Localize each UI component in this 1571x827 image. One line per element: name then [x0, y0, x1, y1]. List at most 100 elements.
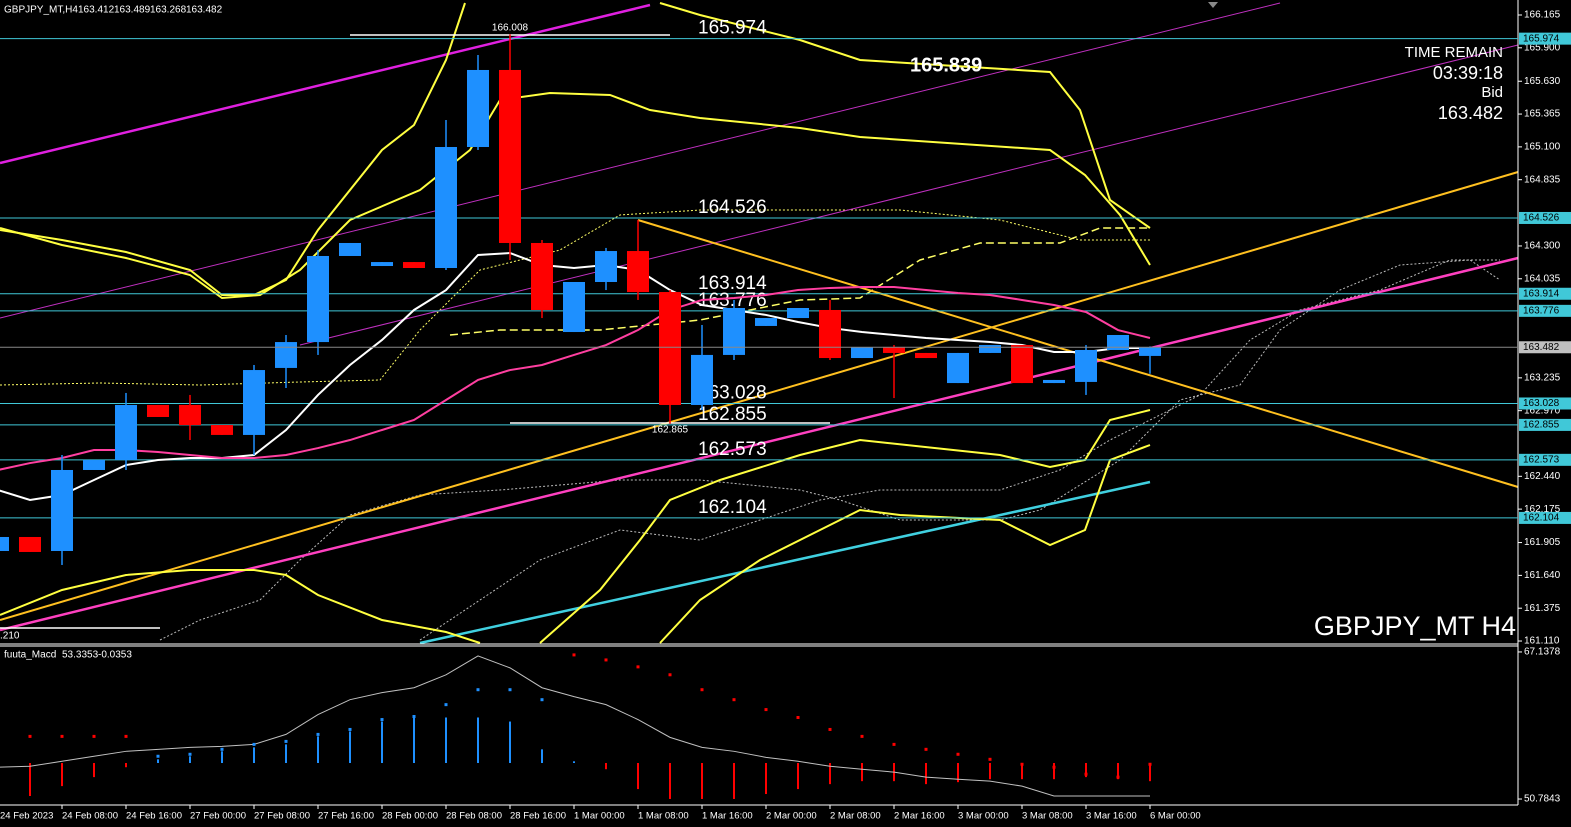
chart-title: GBPJPY_MT,H4 [4, 5, 78, 16]
x-tick-label: 24 Feb 16:00 [126, 811, 182, 822]
macd-signal-dot [956, 752, 960, 756]
macd-signal-dot [988, 757, 992, 761]
bottom-annotation: .210 [0, 631, 20, 642]
candle-body [659, 292, 681, 405]
time-remain: 03:39:18 [1433, 63, 1503, 83]
macd-signal-dot [476, 688, 480, 692]
macd-signal-dot [572, 653, 576, 657]
moving-average [0, 252, 1150, 501]
macd-signal-dot [668, 673, 672, 677]
band-upper [659, 2, 1151, 229]
candle-body [115, 404, 137, 460]
candle-body [1011, 345, 1033, 384]
trend-line [419, 480, 1151, 645]
macd-signal-dot [732, 698, 736, 702]
ohlc-open: 163.412 [78, 5, 115, 16]
macd-signal-dot [92, 734, 96, 738]
x-tick-label: 1 Mar 00:00 [574, 811, 625, 822]
candle-body [243, 370, 265, 435]
macd-signal-dot [700, 688, 704, 692]
x-tick-label: 1 Mar 16:00 [702, 811, 753, 822]
x-tick-label: 27 Feb 00:00 [190, 811, 246, 822]
x-tick-label: 6 Mar 00:00 [1150, 811, 1201, 822]
macd-signal-dot [1020, 762, 1024, 766]
x-tick-label: 24 Feb 2023 [0, 811, 53, 822]
level-tag [1519, 418, 1571, 431]
level-tag-label: 163.914 [1523, 288, 1560, 299]
macd-signal-dot [508, 688, 512, 692]
band-lower [0, 569, 481, 644]
level-tag-label: 163.028 [1523, 398, 1560, 409]
ohlc-high: 163.489 [114, 5, 151, 16]
x-tick-label: 27 Feb 16:00 [318, 811, 374, 822]
candle-body [563, 281, 585, 333]
macd-value: -0.0353 [98, 650, 132, 661]
x-tick-label: 3 Mar 00:00 [958, 811, 1009, 822]
candle-body [1139, 347, 1161, 356]
macd-signal-dot [220, 747, 224, 751]
x-tick-label: 27 Feb 08:00 [254, 811, 310, 822]
macd-signal-dot [860, 734, 864, 738]
candle-body [883, 347, 905, 353]
macd-signal-dot [1116, 775, 1120, 779]
macd-signal-dot [1148, 762, 1152, 766]
y-tick-label: 162.175 [1524, 504, 1561, 515]
level-label: 162.855 [698, 404, 767, 425]
level-label: 163.776 [698, 290, 767, 311]
y-tick-label: 161.375 [1524, 603, 1561, 614]
candle-body [627, 251, 649, 293]
moving-average [0, 285, 1151, 471]
candle-body [947, 352, 969, 384]
bid-tag-label: 163.482 [1523, 342, 1560, 353]
y-tick-label: 165.365 [1524, 109, 1561, 120]
candle-body [499, 69, 521, 243]
y-tick-label: 164.035 [1524, 273, 1561, 284]
candle-body [755, 318, 777, 326]
candle-body [371, 262, 393, 267]
candle-body [819, 309, 841, 359]
macd-signal-dot [348, 727, 352, 731]
candle-body [51, 469, 73, 551]
macd-signal-dot [188, 752, 192, 756]
level-tag-label: 164.526 [1523, 213, 1560, 224]
watermark: GBPJPY_MT H4 [1314, 611, 1516, 641]
cloud-line [419, 259, 1500, 641]
channel-line [0, 256, 1519, 632]
y-tick-label: 162.970 [1524, 405, 1561, 416]
level-label: 162.104 [698, 497, 767, 518]
channel-line [0, 3, 651, 165]
macd-signal-dot [604, 658, 608, 662]
x-tick-label: 2 Mar 16:00 [894, 811, 945, 822]
candle-body [19, 536, 41, 552]
x-tick-label: 28 Feb 08:00 [446, 811, 502, 822]
low-label: 162.865 [652, 425, 689, 436]
macd-signal-dot [156, 754, 160, 758]
candle-body [467, 69, 489, 148]
ohlc-low: 163.268 [150, 5, 187, 16]
x-tick-label: 24 Feb 08:00 [62, 811, 118, 822]
y-tick-label: 166.165 [1524, 10, 1561, 21]
macd-signal-dot [124, 734, 128, 738]
candle-body [83, 459, 105, 470]
candle-body [915, 352, 937, 359]
x-tick-label: 1 Mar 08:00 [638, 811, 689, 822]
level-tag-label: 162.573 [1523, 454, 1560, 465]
y-tick-label: 161.640 [1524, 570, 1561, 581]
y-tick-label: 165.100 [1524, 142, 1561, 153]
level-tag-label: 163.776 [1523, 305, 1560, 316]
level-tag [1519, 304, 1571, 317]
time-remain-label: TIME REMAIN [1405, 44, 1503, 61]
macd-signal-dot [636, 665, 640, 669]
candle-body [1107, 334, 1129, 350]
level-label: 164.526 [698, 197, 767, 218]
ohlc-close: 163.482 [186, 5, 223, 16]
macd-title: fuuta_Macd [4, 650, 56, 661]
macd-signal-dot [444, 703, 448, 707]
candle-body [339, 242, 361, 256]
macd-signal-dot [1084, 772, 1088, 776]
macd-signal-dot [540, 698, 544, 702]
cloud-line [159, 259, 1501, 641]
channel-line [299, 44, 1519, 346]
candle-body [275, 342, 297, 368]
